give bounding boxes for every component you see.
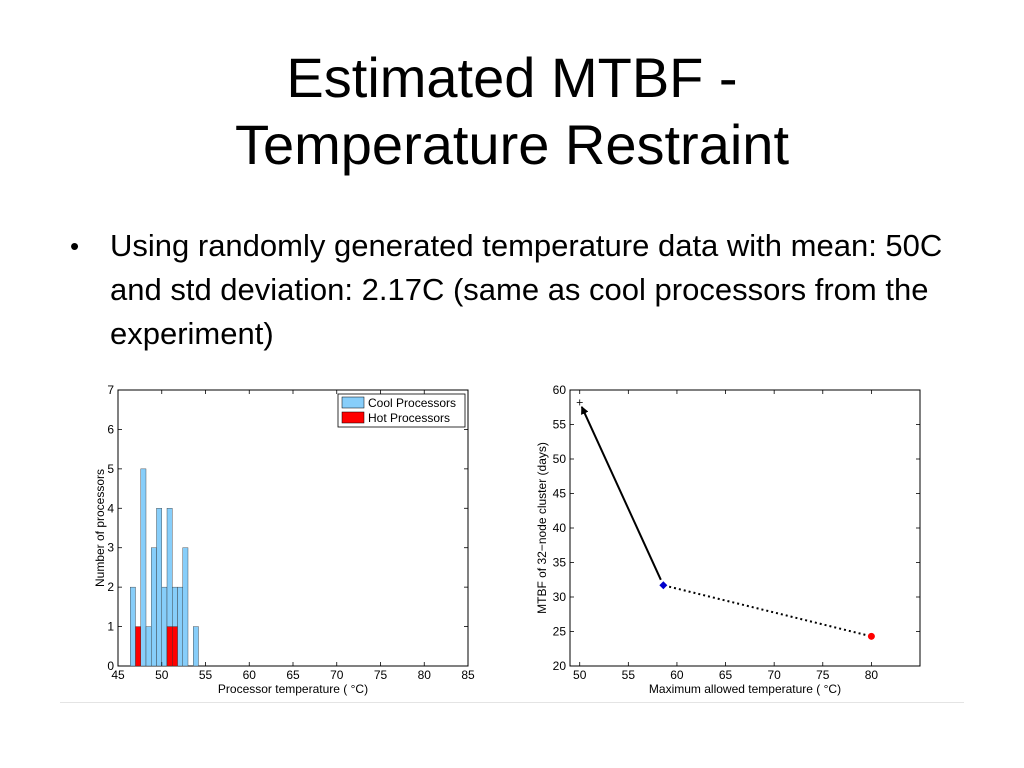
cool-processor-bar (145, 626, 152, 667)
hot-processor-bar (166, 626, 173, 667)
x-tick-label: 50 (155, 668, 169, 682)
cool-processor-bar (177, 586, 183, 667)
cool-processor-bar (140, 468, 147, 667)
cool-processor-bar (193, 626, 199, 667)
x-tick-label: 60 (243, 668, 257, 682)
x-tick-label: 80 (418, 668, 432, 682)
x-tick-label: 80 (865, 668, 879, 682)
x-tick-label: 70 (330, 668, 344, 682)
legend-label-hot: Hot Processors (368, 411, 450, 425)
mtbf-chart: 50 55 60 65 70 75 80 20 25 30 35 40 45 50 55 60 Maximum… (535, 383, 921, 696)
x-tick-label: 55 (199, 668, 213, 682)
x-tick-label: 75 (816, 668, 830, 682)
x-tick-label: 55 (622, 668, 636, 682)
circle-marker (867, 632, 875, 640)
arrow-line (580, 406, 662, 581)
slide-title-line1: Estimated MTBF - (286, 46, 738, 109)
legend: Cool Processors Hot Processors (337, 393, 466, 428)
y-tick-label: 45 (553, 487, 567, 501)
plot-area (569, 389, 921, 667)
cool-processor-bar (182, 547, 189, 667)
cool-processor-bar (130, 586, 136, 667)
hot-processor-bar (135, 626, 141, 667)
hot-processor-bar (172, 626, 178, 667)
bullet-text: Using randomly generated temperature dat… (110, 228, 943, 351)
legend-label-cool: Cool Processors (368, 396, 456, 410)
x-axis-label: Processor temperature ( °C) (218, 682, 368, 696)
x-tick-label: 45 (111, 668, 125, 682)
x-tick-label: 75 (374, 668, 388, 682)
dotted-line (668, 585, 867, 637)
y-tick-label: 20 (553, 659, 567, 673)
y-tick-label: 40 (553, 521, 567, 535)
y-tick-label: 2 (107, 580, 114, 594)
cool-processor-bar (156, 508, 162, 667)
y-axis-label: MTBF of 32−node cluster (days) (535, 442, 549, 614)
y-tick-label: 0 (107, 659, 114, 673)
x-axis-label: Maximum allowed temperature ( °C) (649, 682, 841, 696)
y-tick-label: 55 (553, 418, 567, 432)
x-tick-label: 70 (767, 668, 781, 682)
y-tick-label: 30 (553, 590, 567, 604)
cool-processor-bar (161, 586, 168, 667)
x-tick-label: 50 (573, 668, 587, 682)
x-tick-label: 60 (670, 668, 684, 682)
bullet-dot-icon: • (70, 231, 80, 261)
x-tick-label: 85 (461, 668, 475, 682)
legend-swatch-cool (341, 396, 365, 409)
slide-title: Estimated MTBF - Temperature Restraint (0, 44, 1024, 178)
footer-divider (60, 702, 964, 703)
y-tick-label: 35 (553, 556, 567, 570)
y-axis-label: Number of processors (93, 469, 107, 587)
y-tick-label: 50 (553, 452, 567, 466)
cool-processor-bar (151, 547, 157, 667)
y-tick-label: 1 (107, 620, 114, 634)
slide-title-line2: Temperature Restraint (234, 113, 789, 176)
x-tick-label: 65 (719, 668, 733, 682)
plus-marker (576, 399, 583, 406)
y-tick-label: 5 (107, 462, 114, 476)
y-tick-label: 7 (107, 383, 114, 397)
y-tick-label: 4 (107, 501, 114, 515)
y-tick-label: 60 (553, 383, 567, 397)
legend-swatch-hot (341, 411, 365, 424)
y-tick-label: 6 (107, 422, 114, 436)
diamond-marker (659, 581, 668, 590)
x-tick-label: 65 (286, 668, 300, 682)
y-tick-label: 3 (107, 541, 114, 555)
y-tick-label: 25 (553, 625, 567, 639)
